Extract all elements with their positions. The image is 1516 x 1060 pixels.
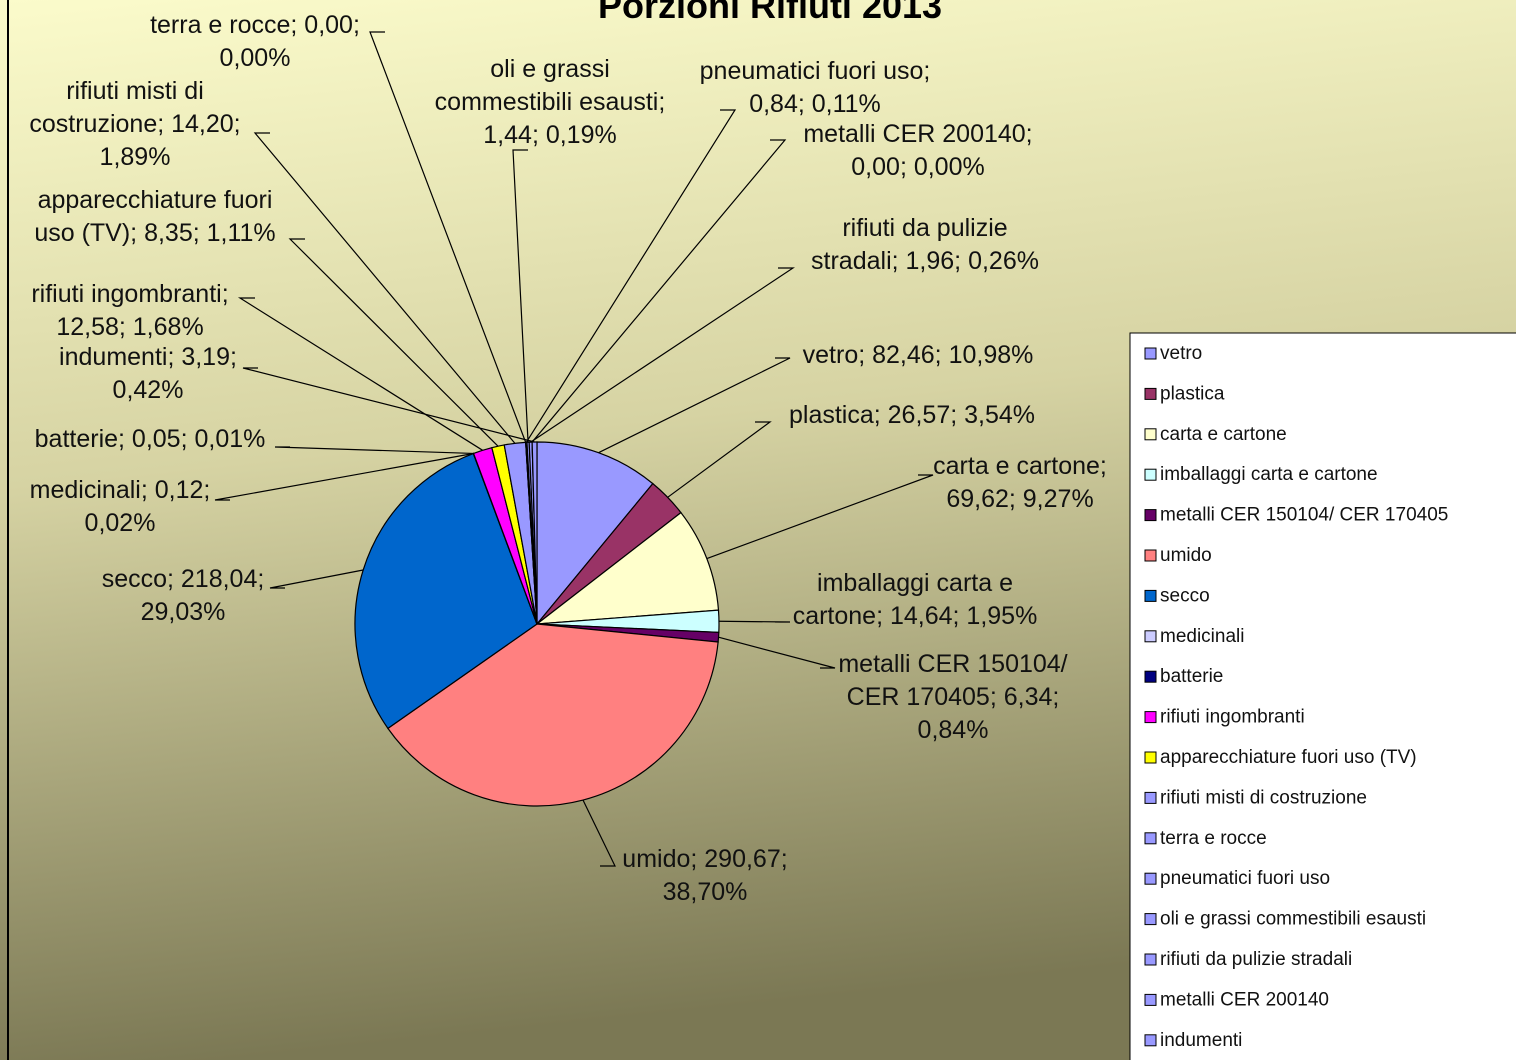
legend-swatch <box>1144 872 1157 885</box>
data-label: plastica; 26,57; 3,54% <box>789 401 1035 429</box>
data-label: indumenti; 3,19; 0,42% <box>59 343 237 404</box>
leader-line <box>242 367 535 443</box>
legend-label: batterie <box>1160 666 1223 687</box>
leader-line <box>237 297 483 451</box>
data-label: secco; 218,04; 29,03% <box>102 565 265 626</box>
legend-swatch <box>1144 993 1157 1006</box>
legend-label: imballaggi carta e cartone <box>1160 464 1378 485</box>
legend-label: metalli CER 150104/ CER 170405 <box>1160 505 1448 526</box>
legend <box>1129 332 1516 1060</box>
data-label: apparecchiature fuori uso (TV); 8,35; 1,1… <box>34 186 275 247</box>
data-label: carta e cartone; 69,62; 9,27% <box>933 452 1107 513</box>
legend-swatch <box>1144 509 1157 522</box>
leader-line <box>274 446 474 455</box>
legend-label: oli e grassi commestibili esausti <box>1160 909 1426 930</box>
data-label: rifiuti ingombranti; 12,58; 1,68% <box>31 280 228 341</box>
legend-label: terra e rocce <box>1160 828 1267 849</box>
leader-line <box>718 620 791 623</box>
data-label: terra e rocce; 0,00; 0,00% <box>150 11 360 72</box>
legend-swatch <box>1144 387 1157 400</box>
data-label: rifiuti misti di costruzione; 14,20; 1,89% <box>29 77 240 171</box>
legend-swatch <box>1144 1034 1157 1047</box>
legend-swatch <box>1144 468 1157 481</box>
data-label: metalli CER 200140; 0,00; 0,00% <box>803 120 1032 181</box>
legend-swatch <box>1144 347 1157 360</box>
legend-label: secco <box>1160 585 1210 606</box>
legend-label: apparecchiature fuori uso (TV) <box>1160 747 1417 768</box>
leader-line <box>525 109 737 443</box>
legend-swatch <box>1144 670 1157 683</box>
legend-label: carta e cartone <box>1160 424 1287 445</box>
legend-swatch <box>1144 630 1157 643</box>
leader-line <box>718 636 836 669</box>
leader-line <box>706 474 934 560</box>
legend-label: plastica <box>1160 383 1225 404</box>
legend-swatch <box>1144 791 1157 804</box>
pie <box>354 441 720 807</box>
legend-label: umido <box>1160 545 1212 566</box>
legend-swatch <box>1144 953 1157 966</box>
leader-line <box>288 238 499 447</box>
legend-label: indumenti <box>1160 1030 1242 1051</box>
leader-line <box>369 31 527 443</box>
legend-swatch <box>1144 751 1157 764</box>
legend-swatch <box>1144 832 1157 845</box>
leader-line <box>598 357 791 454</box>
data-label: medicinali; 0,12; 0,02% <box>30 476 211 537</box>
legend-label: rifiuti misti di costruzione <box>1160 787 1367 808</box>
pie-slice <box>536 441 654 626</box>
leader-line <box>667 421 772 498</box>
data-label: vetro; 82,46; 10,98% <box>803 341 1034 369</box>
data-label: oli e grassi commestibili esausti; 1,44; 0… <box>435 55 666 149</box>
legend-swatch <box>1144 711 1157 724</box>
legend-label: rifiuti ingombranti <box>1160 707 1305 728</box>
data-label: pneumatici fuori uso; 0,84; 0,11% <box>700 57 931 118</box>
leader-line <box>512 149 529 443</box>
leader-line <box>530 267 795 443</box>
leader-line <box>269 569 364 589</box>
legend-swatch <box>1144 549 1157 562</box>
leader-line <box>253 132 516 444</box>
legend-label: rifiuti da pulizie stradali <box>1160 949 1352 970</box>
legend-items: vetro plastica carta e cartone imballaggi c… <box>1144 343 1448 1051</box>
data-label: metalli CER 150104/CER 170405; 6,34; 0,84… <box>838 650 1067 744</box>
legend-label: medicinali <box>1160 626 1244 647</box>
data-label: imballaggi carta e cartone; 14,64; 1,95% <box>793 569 1038 630</box>
legend-swatch <box>1144 589 1157 602</box>
leader-line <box>531 139 787 443</box>
data-label: umido; 290,67; 38,70% <box>622 845 787 906</box>
leader-line <box>582 799 616 867</box>
legend-label: vetro <box>1160 343 1202 364</box>
data-label: batterie; 0,05; 0,01% <box>35 425 266 453</box>
legend-swatch <box>1144 913 1157 926</box>
legend-label: metalli CER 200140 <box>1160 989 1329 1010</box>
data-labels: vetro; 82,46; 10,98% plastica; 26,57; 3,5… <box>29 11 1106 906</box>
legend-swatch <box>1144 428 1157 441</box>
chart-title: Porzioni Rifiuti 2013 <box>598 0 942 26</box>
data-label: rifiuti da pulizie stradali; 1,96; 0,26% <box>811 214 1039 275</box>
legend-label: pneumatici fuori uso <box>1160 868 1330 889</box>
leader-line <box>214 452 474 501</box>
